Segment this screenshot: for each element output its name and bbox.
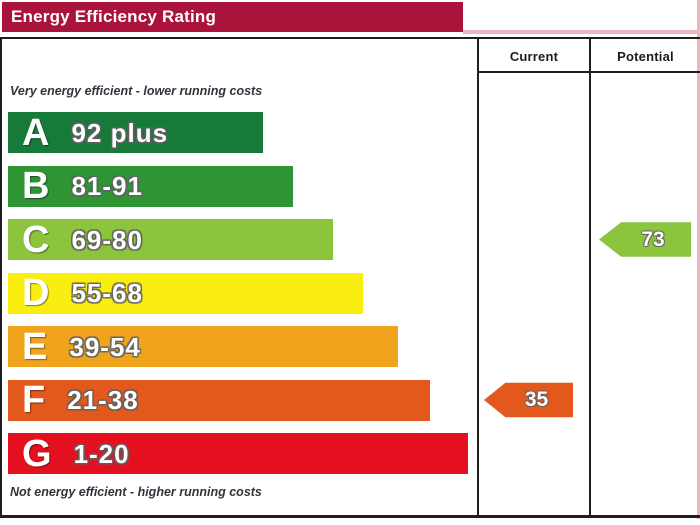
band-letter: A bbox=[22, 111, 50, 154]
column-divider-current bbox=[477, 37, 479, 518]
band-g: G 1-20 bbox=[8, 433, 468, 474]
band-range: 21-38 bbox=[67, 385, 139, 415]
title-bar: Energy Efficiency Rating bbox=[2, 2, 463, 32]
header-underline bbox=[477, 71, 700, 73]
band-c: C 69-80 bbox=[8, 219, 333, 260]
band-a: A 92 plus bbox=[8, 112, 263, 153]
current-column-header: Current bbox=[509, 49, 559, 64]
band-letter: F bbox=[22, 379, 46, 421]
page-edge-artifact-top bbox=[463, 30, 700, 34]
band-range: 69-80 bbox=[71, 224, 143, 255]
potential-rating-value: 73 bbox=[641, 227, 665, 251]
band-range: 92 plus bbox=[71, 117, 169, 148]
band-letter: C bbox=[22, 218, 50, 261]
band-letter: G bbox=[22, 432, 52, 475]
band-letter: B bbox=[22, 165, 50, 207]
band-d: D 55-68 bbox=[8, 272, 363, 314]
table-bottom-border bbox=[0, 515, 700, 518]
band-letter: E bbox=[22, 325, 48, 368]
column-divider-potential bbox=[589, 37, 591, 518]
current-rating-arrow: 35 bbox=[484, 382, 573, 418]
band-f: F 21-38 bbox=[8, 379, 430, 421]
band-range: 55-68 bbox=[71, 278, 143, 308]
band-e: E 39-54 bbox=[8, 326, 398, 367]
table-left-border bbox=[0, 37, 2, 518]
band-range: 81-91 bbox=[71, 171, 143, 201]
page-title: Energy Efficiency Rating bbox=[11, 7, 217, 26]
band-range: 1-20 bbox=[73, 438, 130, 469]
caption-very-efficient: Very energy efficient - lower running co… bbox=[10, 84, 263, 98]
caption-not-efficient: Not energy efficient - higher running co… bbox=[10, 485, 262, 499]
table-top-border bbox=[0, 37, 700, 39]
potential-rating-arrow: 73 bbox=[599, 222, 691, 257]
potential-column-header: Potential bbox=[617, 49, 674, 64]
band-range: 39-54 bbox=[69, 331, 141, 362]
page-edge-artifact-right bbox=[697, 0, 700, 519]
current-rating-value: 35 bbox=[524, 388, 549, 411]
band-letter: D bbox=[22, 272, 50, 314]
band-b: B 81-91 bbox=[8, 165, 293, 207]
